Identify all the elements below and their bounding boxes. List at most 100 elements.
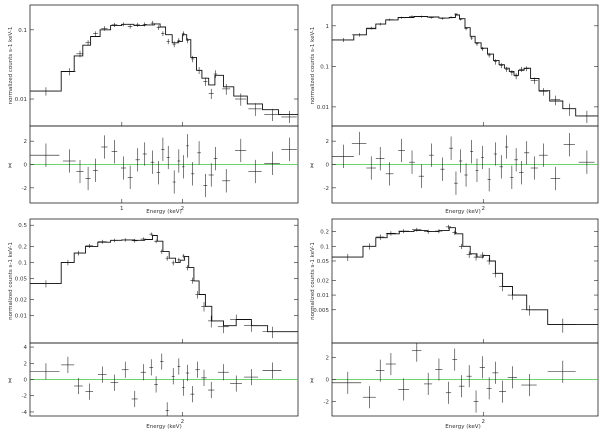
residual-point: [578, 150, 595, 174]
y-tick-label: 0.1: [18, 260, 27, 266]
data-point: [235, 93, 247, 106]
data-point: [181, 31, 185, 37]
residual-tick-label: 2: [326, 139, 330, 145]
data-point: [244, 320, 259, 332]
residual-tick-label: 4: [24, 345, 28, 351]
residual-point: [110, 374, 119, 391]
residual-point: [492, 361, 499, 384]
data-point: [142, 22, 147, 27]
y-tick-label: 0.01: [15, 97, 27, 103]
residual-point: [466, 365, 472, 388]
data-point: [398, 229, 410, 234]
residual-point: [507, 366, 518, 389]
data-point: [190, 277, 195, 284]
data-point: [499, 63, 503, 69]
data-point: [375, 22, 385, 26]
data-point: [418, 15, 424, 18]
x-axis-label: Energy (keV): [445, 209, 480, 215]
residual-point: [398, 378, 410, 401]
data-point: [156, 25, 161, 30]
residual-point: [385, 162, 394, 186]
y-tick-label: 1: [326, 24, 330, 30]
residual-point: [181, 379, 185, 396]
residual-point: [487, 168, 491, 192]
data-point: [409, 15, 415, 18]
residual-point: [524, 141, 530, 165]
data-point: [332, 253, 362, 261]
data-point: [440, 17, 445, 20]
residual-point: [452, 348, 458, 371]
data-point: [547, 318, 576, 333]
data-point: [222, 83, 231, 95]
residual-point: [458, 149, 463, 173]
data-point: [479, 252, 485, 259]
y-tick-label: 0.1: [320, 244, 329, 250]
y-tick-label: 0.01: [317, 293, 329, 299]
x-tick-label: 2: [482, 206, 486, 212]
data-point: [458, 243, 465, 249]
residual-point: [181, 155, 185, 179]
data-point: [375, 234, 385, 240]
data-point: [191, 55, 195, 63]
x-axis-label: Energy (keV): [445, 424, 480, 430]
spectrum-panel-top-left: 0.1 0.01 2 0 -2 1 2 normalized counts s-1 keV-1…: [8, 4, 299, 215]
residual-point: [514, 148, 518, 172]
data-point: [563, 103, 575, 116]
residual-point: [521, 373, 537, 397]
residual-point: [85, 383, 94, 400]
data-point: [332, 38, 354, 42]
residual-point: [74, 377, 83, 395]
data-point: [514, 73, 518, 80]
data-point: [172, 41, 176, 48]
residual-point: [213, 147, 218, 171]
data-point: [435, 229, 443, 234]
y-tick-label: 0.005: [313, 308, 329, 314]
data-point: [230, 314, 242, 326]
residual-point: [428, 143, 434, 167]
data-point: [93, 31, 98, 37]
residual-point: [185, 364, 190, 382]
data-point: [186, 38, 189, 44]
data-point: [208, 315, 215, 328]
data-point: [131, 239, 138, 243]
residual-point: [166, 145, 170, 170]
y-tick-label: 0.05: [15, 276, 28, 282]
residual-point: [423, 372, 433, 395]
data-point: [578, 110, 595, 123]
residual-point: [142, 142, 147, 166]
residual-point: [445, 381, 452, 404]
data-point: [458, 18, 463, 21]
data-point: [505, 66, 509, 72]
residual-point: [62, 149, 76, 173]
residual-point: [197, 141, 201, 165]
residual-point: [161, 137, 165, 161]
x-tick-label: 2: [482, 419, 486, 425]
residual-tick-label: -2: [324, 400, 329, 406]
residual-point: [201, 369, 207, 386]
data-point: [507, 291, 518, 300]
residual-tick-label: 0: [326, 378, 330, 384]
y-tick-label: 0.2: [320, 230, 329, 236]
data-point: [30, 87, 60, 96]
residual-point: [435, 358, 443, 381]
residual-point: [473, 390, 479, 413]
data-point: [203, 77, 208, 86]
data-point: [264, 108, 280, 122]
residual-point: [30, 363, 60, 380]
data-point: [487, 52, 491, 58]
residual-point: [248, 159, 262, 184]
data-point: [454, 13, 458, 16]
data-point: [85, 243, 94, 248]
data-point: [149, 232, 154, 236]
data-point: [165, 256, 169, 261]
residual-point: [154, 376, 158, 393]
residual-point: [481, 145, 484, 170]
residual-point: [76, 159, 84, 184]
residual-point: [398, 138, 405, 163]
data-point: [262, 326, 282, 339]
residual-point: [172, 170, 176, 194]
data-point: [449, 16, 453, 19]
data-point: [74, 250, 83, 256]
data-point: [351, 33, 367, 37]
